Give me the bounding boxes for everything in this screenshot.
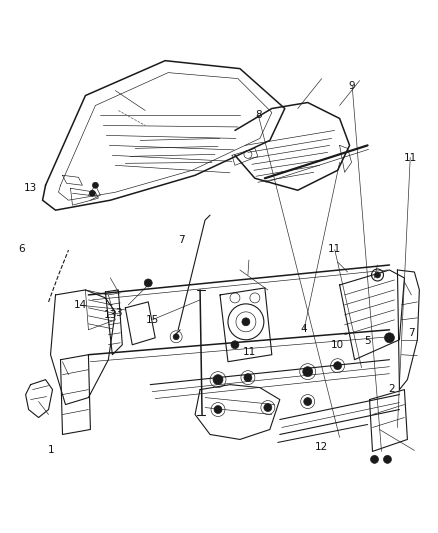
Circle shape xyxy=(374,272,381,278)
Text: 13: 13 xyxy=(24,183,37,193)
Text: 6: 6 xyxy=(18,245,25,254)
Circle shape xyxy=(144,279,152,287)
Circle shape xyxy=(213,375,223,385)
Circle shape xyxy=(384,455,392,463)
Circle shape xyxy=(214,406,222,414)
Text: 3: 3 xyxy=(115,308,122,318)
Text: 2: 2 xyxy=(388,384,395,394)
Text: 1: 1 xyxy=(48,445,54,455)
Circle shape xyxy=(304,398,312,406)
Circle shape xyxy=(264,403,272,411)
Circle shape xyxy=(92,182,99,188)
Text: 12: 12 xyxy=(315,442,328,452)
Circle shape xyxy=(385,333,395,343)
Circle shape xyxy=(173,334,179,340)
Text: 4: 4 xyxy=(301,324,307,334)
Text: 13: 13 xyxy=(104,310,117,320)
Circle shape xyxy=(231,341,239,349)
Text: 8: 8 xyxy=(255,110,261,120)
Circle shape xyxy=(371,455,378,463)
Text: 7: 7 xyxy=(408,328,414,338)
Text: 14: 14 xyxy=(74,300,87,310)
Circle shape xyxy=(244,374,252,382)
Circle shape xyxy=(303,367,313,377)
Text: 11: 11 xyxy=(403,152,417,163)
Text: 15: 15 xyxy=(146,314,159,325)
Circle shape xyxy=(89,190,95,196)
Text: 5: 5 xyxy=(364,336,371,346)
Text: 7: 7 xyxy=(179,235,185,245)
Text: 11: 11 xyxy=(328,245,341,254)
Circle shape xyxy=(242,318,250,326)
Text: 9: 9 xyxy=(349,81,356,91)
Circle shape xyxy=(334,362,342,370)
Text: 11: 11 xyxy=(243,346,256,357)
Text: 10: 10 xyxy=(330,340,343,350)
